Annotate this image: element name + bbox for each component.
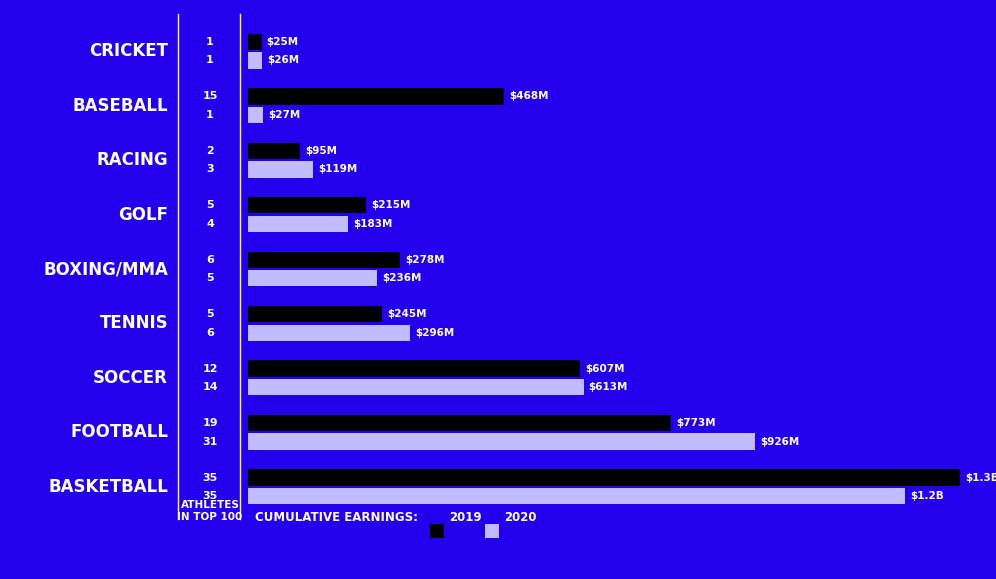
Text: $296M: $296M xyxy=(415,328,454,338)
Text: FOOTBALL: FOOTBALL xyxy=(70,423,168,441)
Bar xyxy=(248,252,400,268)
Text: TENNIS: TENNIS xyxy=(100,314,168,332)
Text: $27M: $27M xyxy=(268,110,300,120)
Text: 35: 35 xyxy=(202,491,217,501)
Text: $236M: $236M xyxy=(382,273,421,283)
Text: 5: 5 xyxy=(206,200,214,210)
Text: 6: 6 xyxy=(206,328,214,338)
Text: 15: 15 xyxy=(202,91,218,101)
Text: 1: 1 xyxy=(206,56,214,65)
Text: 5: 5 xyxy=(206,273,214,283)
Bar xyxy=(248,107,263,123)
Text: SOCCER: SOCCER xyxy=(93,369,168,387)
Text: $926M: $926M xyxy=(760,437,800,446)
Bar xyxy=(248,52,262,69)
Text: 31: 31 xyxy=(202,437,218,446)
Text: 19: 19 xyxy=(202,418,218,428)
Bar xyxy=(248,142,300,159)
Text: $1.3B: $1.3B xyxy=(965,472,996,482)
Text: $25M: $25M xyxy=(267,37,299,47)
Bar xyxy=(248,470,960,486)
Text: 2020: 2020 xyxy=(504,511,537,524)
Bar xyxy=(248,434,755,450)
Bar xyxy=(248,361,581,377)
Text: $245M: $245M xyxy=(387,309,426,319)
Bar xyxy=(248,215,349,232)
Bar xyxy=(248,197,366,214)
Text: 35: 35 xyxy=(202,472,217,482)
Text: 4: 4 xyxy=(206,219,214,229)
Text: 6: 6 xyxy=(206,255,214,265)
Bar xyxy=(248,34,262,50)
Bar xyxy=(248,270,377,287)
Bar xyxy=(248,161,313,178)
Bar xyxy=(248,379,584,395)
Text: $95M: $95M xyxy=(305,146,337,156)
Text: 14: 14 xyxy=(202,382,218,392)
Text: $26M: $26M xyxy=(267,56,300,65)
Text: $215M: $215M xyxy=(371,200,410,210)
Text: 2019: 2019 xyxy=(449,511,482,524)
Text: ATHLETES
IN TOP 100: ATHLETES IN TOP 100 xyxy=(177,500,243,522)
Text: 1: 1 xyxy=(206,37,214,47)
Text: $773M: $773M xyxy=(676,418,716,428)
Bar xyxy=(248,415,671,431)
Text: 12: 12 xyxy=(202,364,218,373)
Text: $119M: $119M xyxy=(318,164,358,174)
Text: $607M: $607M xyxy=(586,364,624,373)
Text: 5: 5 xyxy=(206,309,214,319)
Bar xyxy=(248,306,382,323)
Text: $613M: $613M xyxy=(589,382,628,392)
Text: CRICKET: CRICKET xyxy=(89,42,168,60)
Bar xyxy=(248,488,905,504)
Text: CUMULATIVE EARNINGS:: CUMULATIVE EARNINGS: xyxy=(255,511,418,524)
Bar xyxy=(430,524,444,538)
Text: BOXING/MMA: BOXING/MMA xyxy=(43,260,168,278)
Text: $468M: $468M xyxy=(509,91,549,101)
Text: $1.2B: $1.2B xyxy=(910,491,944,501)
Text: BASKETBALL: BASKETBALL xyxy=(48,478,168,496)
Text: GOLF: GOLF xyxy=(118,206,168,223)
Text: 1: 1 xyxy=(206,110,214,120)
Text: 2: 2 xyxy=(206,146,214,156)
Bar xyxy=(485,524,499,538)
Text: BASEBALL: BASEBALL xyxy=(73,97,168,115)
Bar xyxy=(248,325,410,341)
Text: RACING: RACING xyxy=(97,151,168,169)
Bar xyxy=(248,88,504,105)
Text: $183M: $183M xyxy=(354,219,392,229)
Text: $278M: $278M xyxy=(405,255,445,265)
Text: 3: 3 xyxy=(206,164,214,174)
